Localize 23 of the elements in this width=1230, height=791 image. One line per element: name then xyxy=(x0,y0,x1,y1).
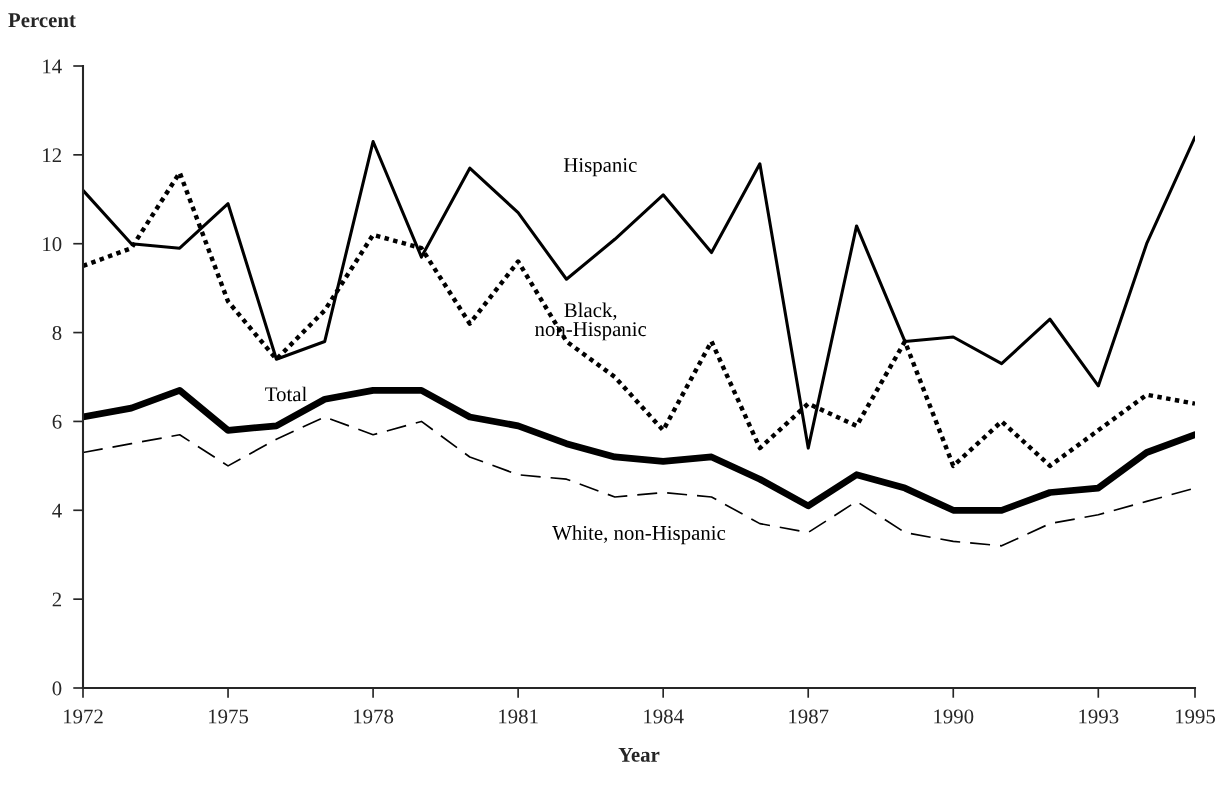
x-tick-label: 1993 xyxy=(1079,709,1119,724)
y-tick-label: 6 xyxy=(52,414,62,429)
series-label: White, non-Hispanic xyxy=(552,525,726,545)
x-tick-label: 1975 xyxy=(209,709,249,724)
x-axis-title: Year xyxy=(618,747,660,762)
series-label: Total xyxy=(265,386,307,402)
x-tick-label: 1978 xyxy=(354,709,394,724)
x-tick-label: 1987 xyxy=(789,709,829,724)
y-axis-title: Percent xyxy=(8,13,76,28)
x-tick-label: 1972 xyxy=(64,709,103,724)
x-tick-label: 1990 xyxy=(934,709,974,724)
y-tick-label: 12 xyxy=(43,148,62,163)
series-label: Black, non-Hispanic xyxy=(535,302,647,341)
x-tick-label: 1984 xyxy=(644,709,684,724)
y-tick-label: 14 xyxy=(43,59,62,74)
series-label: Hispanic xyxy=(563,158,637,177)
x-tick-label: 1995 xyxy=(1176,709,1216,724)
y-tick-label: 10 xyxy=(43,237,62,252)
y-tick-label: 8 xyxy=(52,325,62,340)
y-tick-label: 0 xyxy=(52,681,62,696)
x-tick-label: 1981 xyxy=(499,709,538,724)
y-tick-label: 2 xyxy=(52,592,62,607)
y-tick-label: 4 xyxy=(52,503,62,518)
